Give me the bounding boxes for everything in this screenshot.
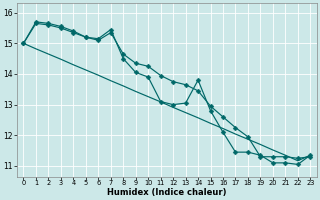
X-axis label: Humidex (Indice chaleur): Humidex (Indice chaleur) <box>107 188 227 197</box>
